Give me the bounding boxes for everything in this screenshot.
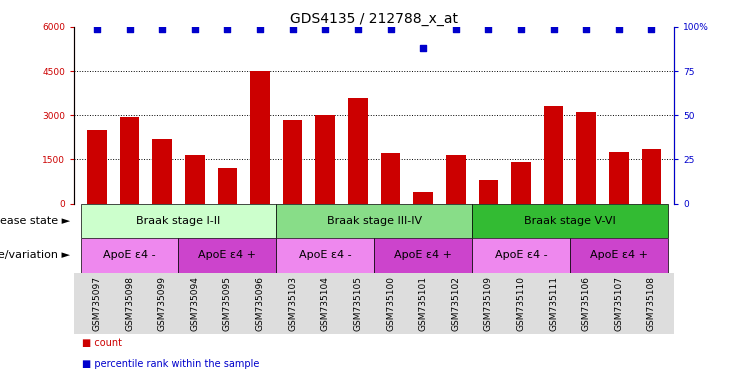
Text: genotype/variation ►: genotype/variation ► — [0, 250, 70, 260]
Point — [124, 26, 136, 32]
Text: GSM735107: GSM735107 — [614, 276, 623, 331]
Text: GSM735097: GSM735097 — [93, 276, 102, 331]
Bar — [381, 154, 400, 204]
Point — [548, 26, 559, 32]
Bar — [472, 204, 668, 238]
Bar — [609, 152, 628, 204]
Title: GDS4135 / 212788_x_at: GDS4135 / 212788_x_at — [290, 12, 458, 26]
Bar — [185, 155, 205, 204]
Text: GSM735101: GSM735101 — [419, 276, 428, 331]
Text: GSM735109: GSM735109 — [484, 276, 493, 331]
Point — [580, 26, 592, 32]
Text: ApoE ε4 +: ApoE ε4 + — [590, 250, 648, 260]
Text: GSM735100: GSM735100 — [386, 276, 395, 331]
Bar — [642, 149, 661, 204]
Bar — [479, 180, 498, 204]
Bar — [544, 106, 563, 204]
Bar — [472, 238, 570, 273]
Point — [189, 26, 201, 32]
Text: Braak stage III-IV: Braak stage III-IV — [327, 216, 422, 226]
Bar — [81, 204, 276, 238]
Bar — [276, 204, 472, 238]
Text: ApoE ε4 -: ApoE ε4 - — [495, 250, 548, 260]
Bar — [374, 238, 472, 273]
Bar — [576, 112, 596, 204]
Text: GSM735099: GSM735099 — [158, 276, 167, 331]
Text: ■ count: ■ count — [82, 338, 122, 348]
Text: GSM735106: GSM735106 — [582, 276, 591, 331]
Text: GSM735102: GSM735102 — [451, 276, 460, 331]
Bar — [570, 238, 668, 273]
Point — [91, 26, 103, 32]
Point — [222, 26, 233, 32]
Text: ■ percentile rank within the sample: ■ percentile rank within the sample — [82, 359, 259, 369]
Point — [254, 26, 266, 32]
Text: GSM735110: GSM735110 — [516, 276, 525, 331]
Point — [352, 26, 364, 32]
Text: disease state ►: disease state ► — [0, 216, 70, 226]
Bar — [511, 162, 531, 204]
Text: GSM735098: GSM735098 — [125, 276, 134, 331]
Point — [613, 26, 625, 32]
Text: ApoE ε4 -: ApoE ε4 - — [299, 250, 351, 260]
Point — [287, 26, 299, 32]
Text: GSM735111: GSM735111 — [549, 276, 558, 331]
Bar — [413, 192, 433, 204]
Text: ApoE ε4 +: ApoE ε4 + — [394, 250, 452, 260]
Bar — [250, 71, 270, 204]
Point — [385, 26, 396, 32]
Bar — [179, 238, 276, 273]
Text: Braak stage V-VI: Braak stage V-VI — [524, 216, 616, 226]
Text: GSM735103: GSM735103 — [288, 276, 297, 331]
Bar — [81, 238, 179, 273]
Bar — [276, 238, 374, 273]
Bar — [283, 120, 302, 204]
Text: GSM735105: GSM735105 — [353, 276, 362, 331]
Bar — [348, 98, 368, 204]
Bar — [446, 155, 465, 204]
Text: GSM735104: GSM735104 — [321, 276, 330, 331]
Bar — [153, 139, 172, 204]
Text: GSM735095: GSM735095 — [223, 276, 232, 331]
Point — [515, 26, 527, 32]
Bar — [316, 115, 335, 204]
Point — [482, 26, 494, 32]
Text: GSM735094: GSM735094 — [190, 276, 199, 331]
Text: ApoE ε4 -: ApoE ε4 - — [103, 250, 156, 260]
Bar — [87, 130, 107, 204]
Point — [417, 45, 429, 51]
Point — [319, 26, 331, 32]
Point — [450, 26, 462, 32]
Text: GSM735108: GSM735108 — [647, 276, 656, 331]
Bar — [120, 117, 139, 204]
Bar — [218, 168, 237, 204]
Text: GSM735096: GSM735096 — [256, 276, 265, 331]
Text: ApoE ε4 +: ApoE ε4 + — [199, 250, 256, 260]
Point — [156, 26, 168, 32]
Text: Braak stage I-II: Braak stage I-II — [136, 216, 221, 226]
Point — [645, 26, 657, 32]
